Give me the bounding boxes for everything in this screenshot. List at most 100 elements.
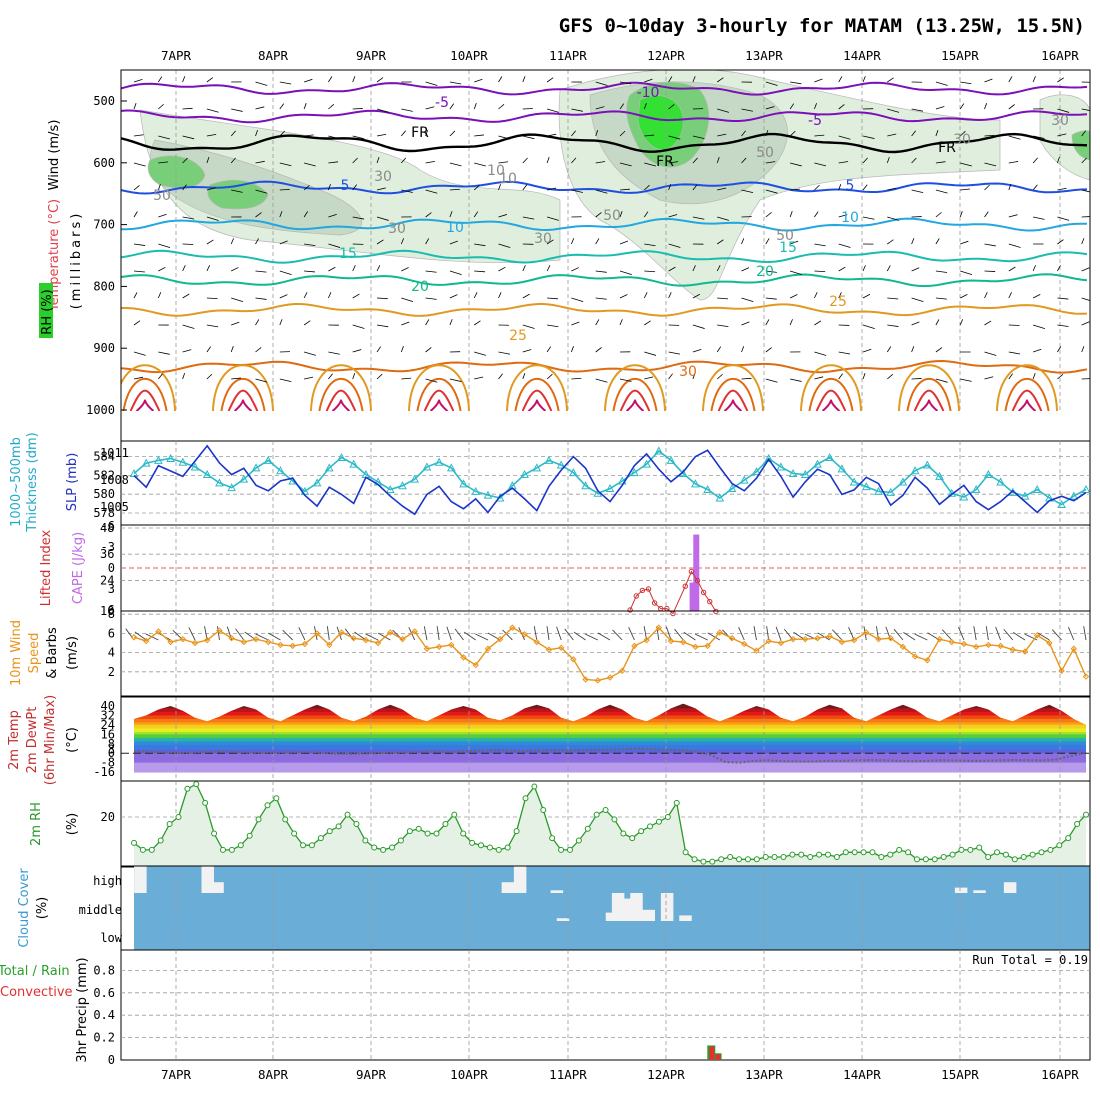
rh-legend-swatch	[39, 283, 53, 338]
wind-barb	[303, 211, 308, 218]
wind-barb	[182, 373, 186, 380]
wind-barb	[960, 294, 968, 299]
date-label: 13APR	[745, 48, 783, 63]
wind10-speed-point	[789, 635, 797, 643]
wind-barb	[1008, 135, 1021, 140]
wind10-barb	[1012, 632, 1026, 641]
temp-band	[134, 718, 1086, 724]
wind-barb	[765, 212, 772, 218]
rh2m-point	[620, 830, 627, 837]
wind10-speed-point	[252, 635, 260, 643]
wind10-speed-point	[289, 642, 296, 650]
rh2m-point	[851, 849, 858, 856]
y-tick-label: 582	[93, 468, 115, 482]
wind-barb	[546, 77, 554, 83]
wind10-barbs-label: & Barbs	[45, 627, 60, 679]
wind-barb	[789, 294, 798, 299]
precip-panel: 0 0.2 0.4 0.6 0.8 Run Total = 0.19 Total / R…	[0, 949, 1091, 1067]
wind10-speed-point	[216, 627, 223, 634]
rh2m-point	[291, 830, 298, 837]
series-point	[1081, 484, 1091, 493]
rh2m-point	[558, 846, 565, 853]
wind-barb	[644, 78, 653, 83]
wind-barb	[522, 184, 528, 191]
wind-barb	[425, 297, 437, 300]
wind-barb	[765, 189, 778, 194]
rh-2m-panel: 20 2m RH (%)	[29, 780, 1091, 868]
wind-barb	[765, 297, 777, 300]
rh2m-point	[744, 856, 751, 863]
rh2m-point	[638, 828, 645, 835]
wind-barb	[1081, 157, 1087, 164]
wind-barb	[1033, 135, 1045, 139]
wind-barb	[790, 378, 802, 382]
wind-barb	[498, 292, 502, 299]
wind-barb	[304, 270, 316, 273]
wind-barb	[279, 378, 292, 383]
wind-barb	[1057, 157, 1060, 164]
wind-barb	[303, 351, 316, 356]
wind-barb	[595, 270, 607, 273]
surface-warm-contour	[121, 364, 176, 411]
y-tick-label: 0.4	[93, 1008, 115, 1022]
wind-label: Wind (m/s)	[47, 120, 62, 191]
wind-barb	[716, 346, 722, 353]
wind10-barb	[463, 631, 476, 641]
temperature-contour	[121, 217, 1088, 232]
wind-barb	[887, 374, 894, 380]
cloud-cover-bar	[679, 915, 692, 921]
wind10-speed-point	[399, 635, 406, 643]
wind-barb	[814, 211, 819, 218]
y-tick-label: 0.6	[93, 986, 115, 1000]
wind-barb	[887, 297, 899, 300]
rh2m-point	[789, 851, 796, 858]
series-point	[227, 483, 236, 492]
wind-barb	[1008, 292, 1012, 299]
wind-barb	[449, 240, 458, 245]
cloud-cover-units-label: (%)	[35, 897, 50, 920]
wind-barb	[425, 238, 430, 245]
wind10-label: 10m Wind	[9, 620, 24, 686]
wind-barb	[303, 162, 316, 167]
wind10-speed-point	[313, 630, 321, 637]
wind-barb	[182, 293, 190, 299]
temp-band	[134, 724, 1086, 729]
wind-barb	[838, 351, 851, 355]
wind-barb	[400, 130, 406, 137]
wind-barb	[230, 346, 234, 353]
wind-barb	[741, 267, 750, 272]
wind-barb	[619, 240, 629, 245]
wind-barb	[425, 319, 430, 326]
rh2m-point	[166, 821, 173, 828]
wind-barb	[303, 103, 307, 110]
wind-barb	[595, 212, 602, 218]
rh2m-point	[976, 844, 983, 851]
wind-barb	[887, 239, 894, 245]
temp-band	[134, 762, 1086, 773]
date-label: 15APR	[941, 48, 979, 63]
series-point	[459, 479, 468, 488]
rh2m-point	[389, 844, 396, 851]
wind-barb	[328, 184, 331, 191]
wind-barb	[571, 130, 576, 137]
date-label: 14APR	[843, 48, 881, 63]
rh2m-point	[664, 814, 671, 820]
wind-barb	[352, 265, 356, 272]
rh2m-point	[887, 851, 894, 858]
wind-barb	[1008, 324, 1020, 326]
y-tick-label: 1000	[86, 403, 115, 417]
wind-barb	[1057, 216, 1070, 221]
wind-barb	[595, 347, 602, 353]
wind-barb	[425, 270, 437, 273]
wind-barb	[546, 108, 559, 113]
wind-barb	[862, 293, 871, 299]
slp-label: SLP (mb)	[65, 453, 80, 512]
date-label: 8APR	[258, 48, 289, 63]
series-point	[703, 484, 712, 493]
wind-barb	[546, 216, 559, 221]
series-point	[422, 462, 432, 471]
wind-barb	[474, 243, 486, 247]
surface-warm-contour	[717, 389, 749, 411]
wind-barb	[1032, 324, 1045, 329]
